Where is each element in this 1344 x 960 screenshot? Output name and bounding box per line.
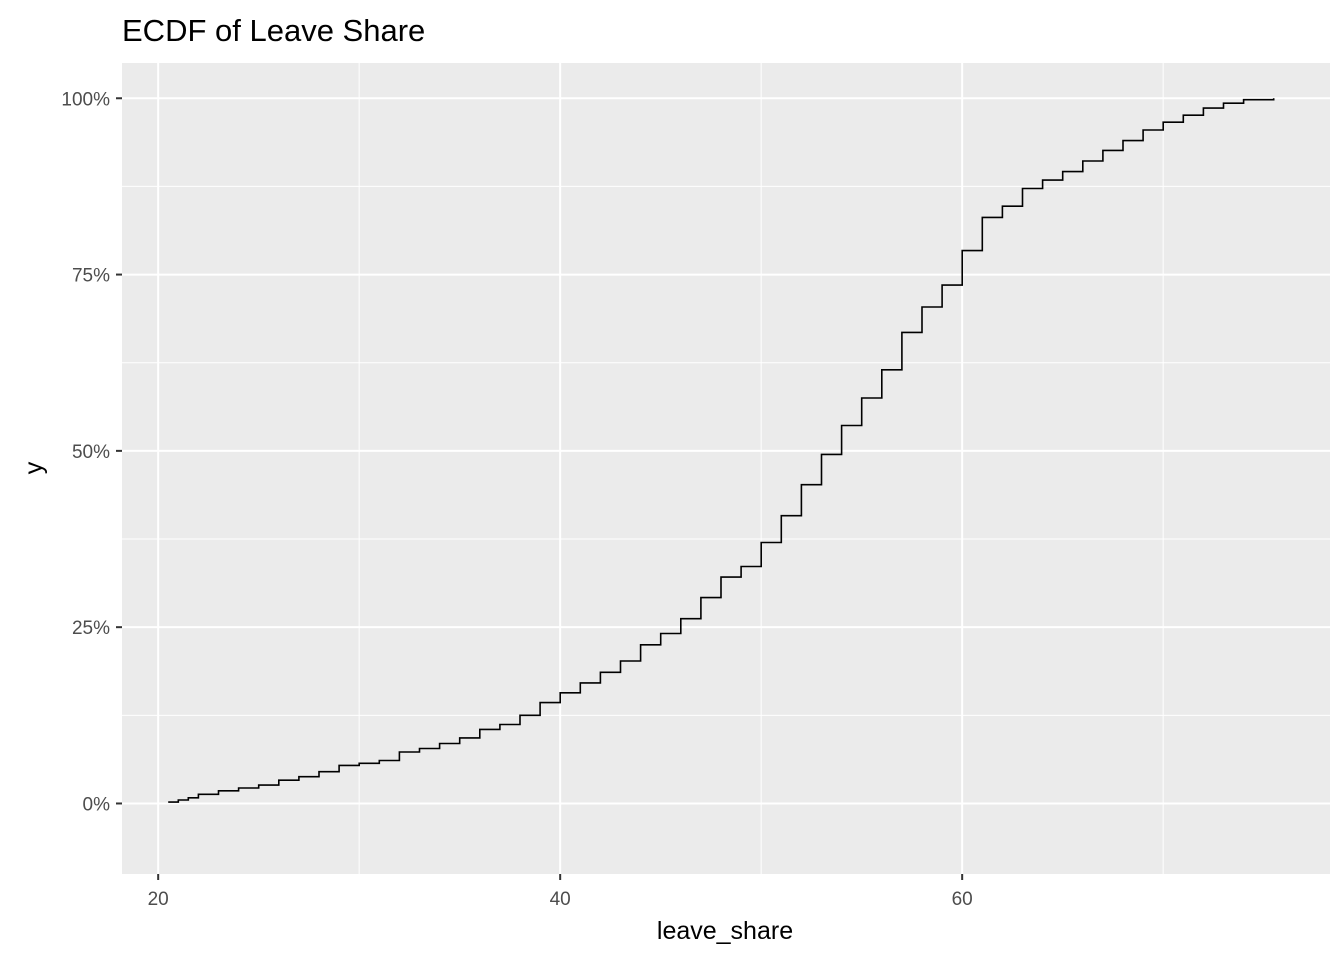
y-axis: 0% 25% 50% 75% 100% [61,89,122,815]
y-tick-label: 75% [72,266,110,287]
x-axis: 20 40 60 [148,874,973,910]
y-axis-title: y [20,461,48,474]
plot-panel [122,63,1330,874]
series-layer [168,98,1275,803]
y-tick-label: 100% [61,89,110,110]
x-tick-label: 40 [550,889,571,910]
major-gridlines [122,63,1330,874]
minor-gridlines [122,63,1330,874]
y-tick-label: 50% [72,442,110,463]
chart-title: ECDF of Leave Share [122,13,425,48]
x-axis-title: leave_share [657,917,793,945]
x-tick-label: 20 [148,889,169,910]
y-tick-label: 25% [72,618,110,639]
ecdf-step-line [168,98,1275,803]
x-tick-label: 60 [952,889,973,910]
y-tick-label: 0% [83,794,111,815]
